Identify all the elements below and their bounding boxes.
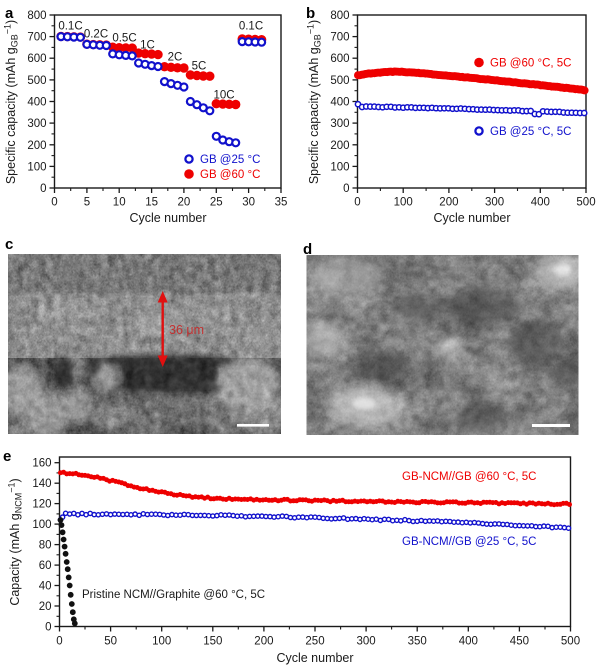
svg-text:0: 0 xyxy=(56,636,62,648)
svg-text:100: 100 xyxy=(152,636,171,648)
svg-text:500: 500 xyxy=(576,197,595,209)
svg-text:250: 250 xyxy=(305,636,324,648)
svg-text:700: 700 xyxy=(330,32,349,44)
svg-text:25: 25 xyxy=(210,197,223,209)
svg-text:c: c xyxy=(5,236,13,253)
svg-text:GB @60 °C: GB @60 °C xyxy=(200,169,260,181)
svg-text:40: 40 xyxy=(39,581,52,593)
svg-text:e: e xyxy=(3,448,11,465)
svg-text:GB @25 °C, 5C: GB @25 °C, 5C xyxy=(490,126,571,138)
svg-text:0.5C: 0.5C xyxy=(112,33,136,45)
svg-text:30: 30 xyxy=(242,197,255,209)
svg-text:500: 500 xyxy=(330,75,349,87)
svg-text:0: 0 xyxy=(343,183,349,195)
svg-text:100: 100 xyxy=(394,197,413,209)
svg-text:700: 700 xyxy=(27,32,46,44)
svg-text:5C: 5C xyxy=(192,61,207,73)
svg-text:b: b xyxy=(306,5,315,22)
svg-text:400: 400 xyxy=(531,197,550,209)
svg-text:600: 600 xyxy=(27,53,46,65)
svg-text:400: 400 xyxy=(27,97,46,109)
svg-text:600: 600 xyxy=(330,53,349,65)
svg-text:100: 100 xyxy=(27,161,46,173)
svg-text:35: 35 xyxy=(275,197,288,209)
svg-text:Pristine NCM//Graphite @60 °C,: Pristine NCM//Graphite @60 °C, 5C xyxy=(82,589,265,601)
svg-text:0.2C: 0.2C xyxy=(84,29,108,41)
svg-text:Specific capacity (mAh gGB−1): Specific capacity (mAh gGB−1) xyxy=(306,20,323,184)
svg-text:120: 120 xyxy=(32,499,51,511)
svg-text:80: 80 xyxy=(39,540,52,552)
svg-text:500: 500 xyxy=(561,636,580,648)
svg-text:300: 300 xyxy=(357,636,376,648)
svg-text:200: 200 xyxy=(254,636,273,648)
svg-text:20: 20 xyxy=(178,197,191,209)
svg-text:a: a xyxy=(5,5,14,22)
svg-text:2C: 2C xyxy=(168,52,183,64)
svg-text:400: 400 xyxy=(330,97,349,109)
svg-text:450: 450 xyxy=(510,636,529,648)
svg-text:400: 400 xyxy=(459,636,478,648)
svg-text:Capacity (mAh gNCM−1): Capacity (mAh gNCM−1) xyxy=(7,478,24,605)
svg-text:10C: 10C xyxy=(213,90,234,102)
svg-text:300: 300 xyxy=(27,118,46,130)
svg-text:200: 200 xyxy=(439,197,458,209)
svg-text:100: 100 xyxy=(32,519,51,531)
svg-text:GB @25 °C: GB @25 °C xyxy=(200,154,260,166)
svg-text:200: 200 xyxy=(330,140,349,152)
svg-text:0.1C: 0.1C xyxy=(58,21,82,33)
svg-text:0: 0 xyxy=(40,183,46,195)
svg-text:Cycle number: Cycle number xyxy=(129,211,206,225)
svg-text:GB-NCM//GB @25 °C, 5C: GB-NCM//GB @25 °C, 5C xyxy=(402,536,537,548)
svg-text:100: 100 xyxy=(330,161,349,173)
svg-text:10: 10 xyxy=(113,197,126,209)
svg-text:5: 5 xyxy=(84,197,90,209)
svg-text:150: 150 xyxy=(203,636,222,648)
svg-text:20: 20 xyxy=(39,601,52,613)
svg-text:1C: 1C xyxy=(140,40,155,52)
svg-text:36 μm: 36 μm xyxy=(169,323,204,337)
svg-text:200: 200 xyxy=(27,140,46,152)
svg-text:GB @60 °C, 5C: GB @60 °C, 5C xyxy=(490,58,571,70)
svg-text:15: 15 xyxy=(145,197,158,209)
svg-text:300: 300 xyxy=(330,118,349,130)
svg-text:800: 800 xyxy=(330,10,349,22)
svg-text:GB-NCM//GB @60 °C, 5C: GB-NCM//GB @60 °C, 5C xyxy=(402,471,537,483)
svg-text:300: 300 xyxy=(485,197,504,209)
svg-text:0.1C: 0.1C xyxy=(239,21,263,33)
svg-text:Cycle number: Cycle number xyxy=(276,651,353,665)
svg-text:d: d xyxy=(303,241,312,258)
svg-text:0: 0 xyxy=(354,197,360,209)
svg-text:140: 140 xyxy=(32,478,51,490)
svg-text:Specific capacity (mAh gGB−1): Specific capacity (mAh gGB−1) xyxy=(3,20,20,184)
svg-text:500: 500 xyxy=(27,75,46,87)
svg-text:350: 350 xyxy=(408,636,427,648)
svg-text:Cycle number: Cycle number xyxy=(433,211,510,225)
svg-text:0: 0 xyxy=(51,197,57,209)
svg-text:0: 0 xyxy=(45,622,51,634)
svg-text:160: 160 xyxy=(32,458,51,470)
svg-text:800: 800 xyxy=(27,10,46,22)
svg-text:50: 50 xyxy=(104,636,117,648)
svg-text:60: 60 xyxy=(39,560,52,572)
